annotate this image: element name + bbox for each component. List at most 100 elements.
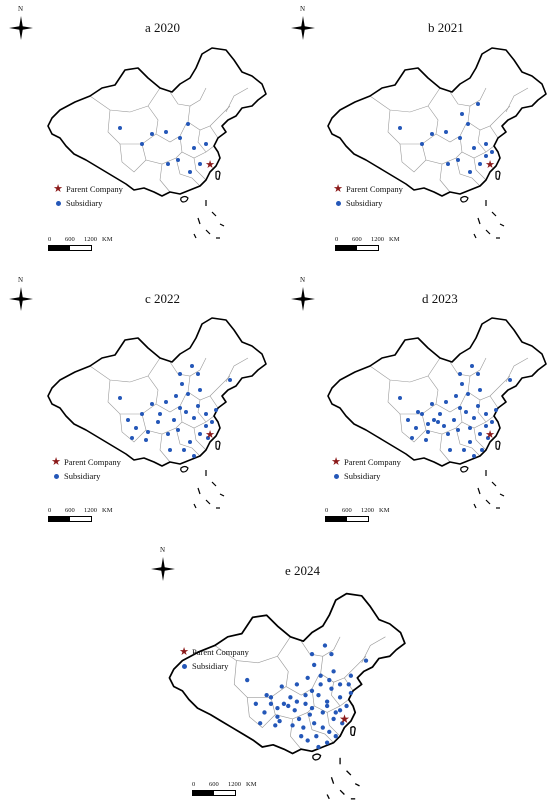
subsidiary-point	[144, 438, 148, 442]
subsidiary-point	[312, 721, 317, 726]
subsidiary-point	[324, 703, 330, 709]
legend: ★ Parent Company Subsidiary	[48, 455, 121, 483]
panel-title: a 2020	[145, 20, 181, 35]
province-border	[505, 87, 529, 113]
subsidiary-point	[277, 718, 282, 724]
legend-subsidiary-label: Subsidiary	[192, 661, 229, 671]
scale-bar: 0 600 1200 KM	[48, 507, 112, 522]
province-border	[449, 87, 487, 107]
subsidiary-point	[458, 406, 462, 410]
subsidiary-point	[158, 412, 162, 416]
subsidiary-point	[426, 430, 430, 434]
subsidiary-point	[140, 142, 144, 146]
province-border	[311, 688, 349, 713]
subsidiary-point	[303, 701, 308, 706]
legend: ★ Parent Company Subsidiary	[176, 645, 249, 673]
province-border	[277, 656, 319, 696]
province-border	[489, 105, 511, 127]
parent-company-point: ★	[485, 159, 495, 171]
province-border	[439, 163, 451, 193]
maritime-boundary-dash	[473, 233, 477, 239]
subsidiary-point	[184, 410, 188, 414]
maritime-boundary-dash	[346, 770, 352, 776]
subsidiary-point	[406, 418, 410, 422]
subsidiary-point	[508, 378, 512, 382]
subsidiary-point	[446, 162, 450, 166]
subsidiary-point	[204, 412, 208, 416]
province-border	[307, 712, 334, 743]
subsidiary-point	[472, 146, 476, 150]
subsidiary-point	[484, 154, 488, 158]
country-outline	[327, 317, 547, 467]
subsidiary-point	[188, 440, 192, 444]
subsidiary-point	[188, 170, 192, 174]
scale-bar: 0 600 1200 KM	[192, 781, 256, 796]
maritime-boundary-dash	[499, 493, 505, 497]
maritime-boundary-dash	[477, 217, 481, 225]
maritime-boundary-dash	[211, 481, 217, 487]
maritime-boundary-dash	[193, 503, 197, 509]
province-border	[427, 375, 467, 413]
subsidiary-dot-icon	[333, 474, 339, 479]
subsidiary-point	[324, 699, 330, 704]
subsidiary-point	[172, 418, 176, 422]
legend: ★ Parent Company Subsidiary	[328, 455, 401, 483]
legend-subsidiary-label: Subsidiary	[66, 198, 103, 208]
subsidiary-point	[253, 701, 258, 706]
province-border	[427, 105, 467, 143]
subsidiary-point	[462, 448, 466, 452]
maritime-boundary-dash	[219, 223, 225, 227]
province-border	[147, 375, 187, 413]
subsidiary-point	[472, 454, 476, 458]
north-arrow-icon: N	[148, 546, 178, 583]
province-border	[477, 399, 487, 423]
province-border	[387, 109, 437, 145]
subsidiary-point	[268, 701, 274, 706]
subsidiary-point	[275, 705, 280, 711]
maritime-boundary-dash	[205, 229, 211, 235]
subsidiary-point	[196, 404, 200, 408]
subsidiary-dot-icon	[53, 474, 59, 479]
subsidiary-point	[150, 402, 154, 406]
province-border	[193, 427, 207, 451]
province-border	[225, 357, 249, 383]
panel-title: c 2022	[145, 291, 181, 306]
subsidiary-point	[478, 388, 482, 392]
subsidiary-point	[204, 142, 208, 146]
subsidiary-point	[245, 677, 250, 683]
maritime-boundary-dash	[330, 777, 335, 784]
province-border	[399, 143, 427, 173]
subsidiary-point	[327, 729, 332, 735]
subsidiary-point	[186, 122, 190, 126]
subsidiary-point	[166, 432, 170, 436]
subsidiary-point	[281, 701, 287, 706]
subsidiary-point	[164, 400, 168, 404]
subsidiary-point	[178, 406, 182, 410]
subsidiary-point	[214, 408, 218, 412]
subsidiary-point	[460, 112, 464, 116]
subsidiary-point	[478, 432, 482, 436]
subsidiary-point	[314, 734, 319, 739]
subsidiary-point	[337, 695, 343, 700]
country-outline	[47, 317, 267, 467]
province-border	[175, 157, 201, 187]
subsidiary-point	[118, 396, 122, 400]
subsidiary-point	[452, 418, 456, 422]
subsidiary-point	[258, 721, 263, 726]
subsidiary-point	[398, 126, 402, 130]
subsidiary-point	[299, 734, 304, 739]
subsidiary-point	[436, 420, 440, 424]
subsidiary-point	[168, 448, 172, 452]
subsidiary-point	[164, 130, 168, 134]
subsidiary-point	[468, 426, 472, 430]
subsidiary-point	[476, 372, 480, 376]
subsidiary-point	[490, 420, 494, 424]
subsidiary-point	[320, 710, 325, 715]
province-border	[326, 712, 341, 737]
province-border	[459, 405, 495, 429]
island	[350, 726, 356, 737]
subsidiary-point	[118, 126, 122, 130]
subsidiary-point	[192, 146, 196, 150]
subsidiary-point	[490, 150, 494, 154]
subsidiary-point	[414, 426, 418, 430]
